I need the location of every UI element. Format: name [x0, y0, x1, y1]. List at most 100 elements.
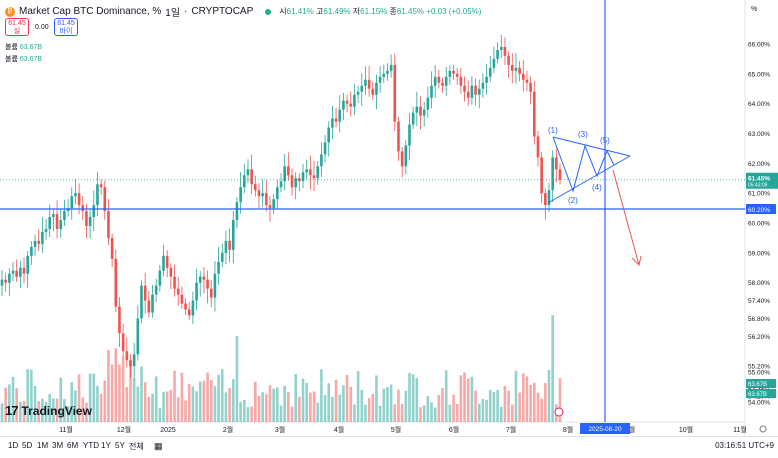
candle-body: [143, 285, 147, 301]
volume-bar: [503, 386, 507, 422]
triangle-upper-line: [552, 136, 631, 157]
candle-body: [496, 49, 499, 59]
timeframe-1m[interactable]: 1M: [37, 441, 49, 450]
timeframe-ytd[interactable]: YTD: [83, 441, 99, 450]
candle-body: [231, 220, 235, 250]
volume-bar: [162, 391, 165, 422]
volume-bar: [378, 405, 382, 422]
volume-bar: [485, 399, 488, 422]
x-tick-label: 2월: [223, 425, 233, 434]
candle-body: [455, 73, 459, 77]
candle-body: [85, 211, 88, 226]
y-tick-label: 57.40%: [748, 298, 770, 305]
volume-bar: [474, 390, 477, 422]
candle-body: [309, 169, 312, 176]
volume-bar: [165, 391, 169, 422]
candle-body: [37, 240, 41, 244]
tradingview-logo[interactable]: 17 TradingView: [5, 403, 92, 418]
y-tick-label: 54.00%: [748, 400, 770, 407]
volume-bar: [246, 407, 250, 422]
candle-body: [92, 205, 96, 218]
symbol-title[interactable]: Market Cap BTC Dominance, %: [19, 6, 162, 17]
volume-bar: [320, 369, 323, 422]
candle-body: [242, 175, 246, 188]
candle-body: [26, 255, 29, 274]
candle-body: [41, 231, 44, 244]
volume-bar: [492, 392, 496, 422]
sell-button[interactable]: 61.45 실: [5, 18, 29, 36]
volume-bar: [276, 387, 279, 422]
buy-button[interactable]: 61.45 바이: [54, 18, 78, 36]
timeframe-3m[interactable]: 3M: [52, 441, 64, 450]
candle-body: [404, 145, 408, 167]
volume-bar: [411, 374, 415, 422]
indicator-line-1[interactable]: 볼륨 63.67B: [5, 44, 43, 51]
volume-bar: [510, 404, 514, 422]
candle-body: [272, 199, 275, 209]
volume-bar: [521, 373, 525, 422]
y-tick-label: 62.00%: [748, 161, 770, 168]
timeframe-6m[interactable]: 6M: [67, 441, 79, 450]
candle-body: [320, 154, 323, 167]
triangle-pattern-group: [547, 136, 631, 204]
volume-bar: [349, 386, 353, 422]
volume-bar: [48, 393, 52, 422]
candle-body: [378, 76, 382, 83]
volume-bar: [77, 374, 81, 422]
timeframe-all[interactable]: 전체: [129, 442, 144, 451]
candle-body: [536, 136, 540, 158]
candle-body: [173, 276, 176, 289]
volume-bar: [441, 388, 444, 422]
clock[interactable]: 03:16:51 UTC+9: [715, 441, 774, 450]
indicator-line-2[interactable]: 볼륨 63.67B: [5, 56, 43, 63]
candle-body: [52, 214, 55, 218]
volume-bar: [81, 397, 85, 422]
candle-body: [107, 211, 110, 238]
volume-bar: [323, 395, 327, 422]
date-range-icon[interactable]: ▦: [154, 441, 163, 451]
timeframe-5y[interactable]: 5Y: [115, 441, 125, 450]
volume-bar: [338, 394, 342, 422]
candle-body: [99, 184, 103, 188]
y-tick-label: 66.00%: [748, 42, 770, 49]
volume-bar: [224, 392, 228, 422]
candle-body: [507, 55, 510, 65]
candle-body: [544, 193, 547, 206]
volume-bar: [408, 373, 411, 422]
candle-body: [4, 279, 7, 283]
timeframe-5d[interactable]: 5D: [22, 441, 33, 450]
axis-unit-label: %: [751, 6, 757, 13]
volume-bar: [272, 388, 275, 422]
candle-body: [382, 73, 386, 77]
interval-label[interactable]: 1일: [165, 8, 181, 19]
volume-bar: [356, 371, 360, 422]
volume-bar: [118, 364, 121, 422]
candle-body: [481, 82, 485, 89]
y-tick-label: 59.00%: [748, 250, 770, 257]
timeframe-1y[interactable]: 1Y: [101, 441, 111, 450]
bottom-toolbar: 1D 5D 1M 3M 6M YTD 1Y 5Y 전체 ▦ 03:16:51 U…: [0, 436, 778, 454]
volume-bar: [107, 349, 110, 422]
candle-body: [30, 246, 33, 256]
candle-body: [81, 205, 85, 212]
candle-body: [176, 288, 180, 295]
candle-body: [70, 196, 74, 209]
candle-body: [364, 79, 367, 86]
candle-body: [342, 100, 345, 110]
candle-body: [158, 270, 162, 286]
candle-body: [518, 67, 521, 74]
volume-bar: [202, 380, 206, 422]
candle-body: [118, 306, 121, 334]
volume-bar: [533, 382, 536, 422]
volume-bar: [294, 373, 297, 422]
timeframe-1d[interactable]: 1D: [8, 441, 19, 450]
volume-bar: [63, 399, 66, 422]
volume-bar: [290, 406, 294, 422]
candle-body: [474, 85, 477, 95]
volume-bar: [463, 372, 466, 422]
candle-body: [485, 76, 488, 83]
candle-body: [408, 124, 411, 146]
volume-bar: [217, 374, 220, 422]
